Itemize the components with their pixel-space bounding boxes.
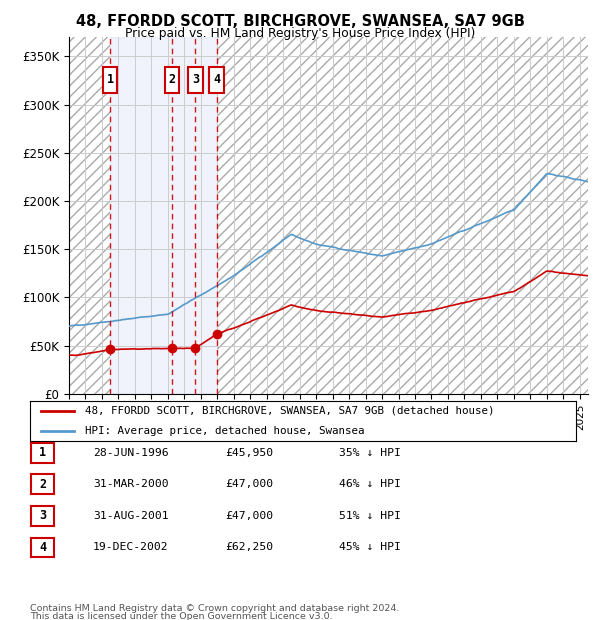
Text: 3: 3 xyxy=(192,74,199,86)
Bar xyxy=(217,37,588,394)
Bar xyxy=(188,67,203,93)
Text: 46% ↓ HPI: 46% ↓ HPI xyxy=(339,479,401,489)
Bar xyxy=(209,67,224,93)
Text: £47,000: £47,000 xyxy=(225,511,273,521)
Text: This data is licensed under the Open Government Licence v3.0.: This data is licensed under the Open Gov… xyxy=(30,613,332,620)
Text: £47,000: £47,000 xyxy=(225,479,273,489)
Text: 48, FFORDD SCOTT, BIRCHGROVE, SWANSEA, SA7 9GB: 48, FFORDD SCOTT, BIRCHGROVE, SWANSEA, S… xyxy=(76,14,524,29)
Text: 51% ↓ HPI: 51% ↓ HPI xyxy=(339,511,401,521)
Bar xyxy=(103,67,118,93)
Text: 1: 1 xyxy=(39,446,46,459)
Text: 4: 4 xyxy=(213,74,220,86)
Text: 2: 2 xyxy=(169,74,176,86)
Text: 35% ↓ HPI: 35% ↓ HPI xyxy=(339,448,401,458)
Text: 2: 2 xyxy=(39,478,46,490)
Bar xyxy=(110,37,217,394)
Text: 1: 1 xyxy=(106,74,113,86)
Text: £62,250: £62,250 xyxy=(225,542,273,552)
Text: 31-MAR-2000: 31-MAR-2000 xyxy=(93,479,169,489)
Text: 19-DEC-2002: 19-DEC-2002 xyxy=(93,542,169,552)
Text: 3: 3 xyxy=(39,510,46,522)
Text: 48, FFORDD SCOTT, BIRCHGROVE, SWANSEA, SA7 9GB (detached house): 48, FFORDD SCOTT, BIRCHGROVE, SWANSEA, S… xyxy=(85,406,494,416)
Text: 4: 4 xyxy=(39,541,46,554)
Text: 31-AUG-2001: 31-AUG-2001 xyxy=(93,511,169,521)
Text: 28-JUN-1996: 28-JUN-1996 xyxy=(93,448,169,458)
Text: Price paid vs. HM Land Registry's House Price Index (HPI): Price paid vs. HM Land Registry's House … xyxy=(125,27,475,40)
Text: Contains HM Land Registry data © Crown copyright and database right 2024.: Contains HM Land Registry data © Crown c… xyxy=(30,604,400,613)
Bar xyxy=(164,67,179,93)
Bar xyxy=(69,37,110,394)
Text: 45% ↓ HPI: 45% ↓ HPI xyxy=(339,542,401,552)
Text: £45,950: £45,950 xyxy=(225,448,273,458)
Text: HPI: Average price, detached house, Swansea: HPI: Average price, detached house, Swan… xyxy=(85,426,364,436)
